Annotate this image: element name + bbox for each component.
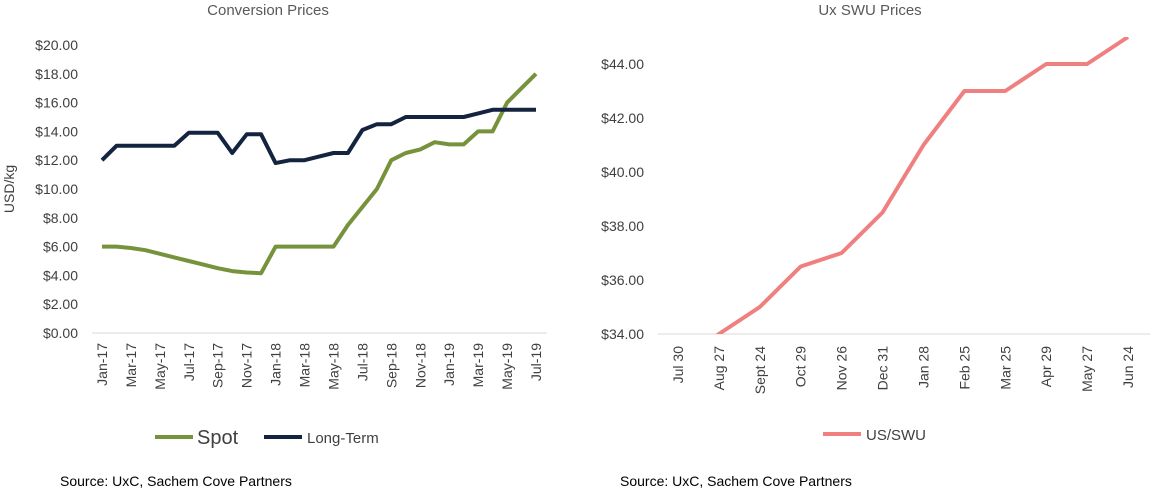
left-y-axis-label: USD/kg xyxy=(1,165,17,213)
left-x-tick-label: Mar-17 xyxy=(123,343,139,388)
left-y-tick-label: $14.00 xyxy=(35,123,78,139)
right-source-note: Source: UxC, Sachem Cove Partners xyxy=(620,473,852,489)
right-y-tick-label: $44.00 xyxy=(601,56,644,72)
right-x-tick-label: Apr 29 xyxy=(1038,346,1054,387)
left-x-tick-label: Sep-17 xyxy=(210,343,226,388)
left-x-tick-label: Jul-18 xyxy=(354,343,370,381)
right-x-tick-label: Aug 27 xyxy=(711,346,727,391)
left-x-tick-label: Mar-18 xyxy=(297,343,313,388)
left-x-tick-label: Mar-19 xyxy=(470,343,486,388)
left-x-tick-label: May-18 xyxy=(325,343,341,390)
right-legend: US/SWU xyxy=(823,427,926,444)
left-x-tick-label: Sep-18 xyxy=(383,343,399,388)
left-y-tick-label: $0.00 xyxy=(43,325,78,341)
right-x-tick-label: Mar 25 xyxy=(997,346,1013,390)
left-y-tick-label: $10.00 xyxy=(35,181,78,197)
left-y-tick-label: $2.00 xyxy=(43,296,78,312)
left-x-tick-label: May-19 xyxy=(499,343,515,390)
right-x-tick-label: Jan 28 xyxy=(915,346,931,388)
left-x-tick-label: Jul-17 xyxy=(181,343,197,381)
left-y-tick-labels: $0.00 $2.00 $4.00 $6.00 $8.00 $10.00 $12.00 $14… xyxy=(35,37,78,341)
right-x-tick-label: Jul 30 xyxy=(670,346,686,384)
left-y-tick-label: $16.00 xyxy=(35,95,78,111)
right-x-tick-label: Jun 24 xyxy=(1120,346,1136,388)
left-y-tick-label: $18.00 xyxy=(35,66,78,82)
left-chart-title: Conversion Prices xyxy=(207,2,329,19)
left-x-tick-label: Jan-19 xyxy=(441,343,457,386)
legend-us-swu-label: US/SWU xyxy=(866,427,926,444)
right-x-tick-label: Oct 29 xyxy=(793,346,809,387)
left-y-tick-label: $8.00 xyxy=(43,210,78,226)
right-x-tick-label: Sept 24 xyxy=(752,346,768,394)
left-x-tick-label: Nov-17 xyxy=(239,343,255,388)
right-x-tick-label: May 27 xyxy=(1079,346,1095,392)
right-chart-title: Ux SWU Prices xyxy=(818,2,921,19)
conversion-prices-chart: Conversion Prices USD/kg $0.00 $2.00 $4.00… xyxy=(1,2,547,489)
right-y-tick-label: $42.00 xyxy=(601,110,644,126)
right-x-tick-label: Nov 26 xyxy=(834,346,850,391)
spot-series-line xyxy=(102,72,538,276)
left-y-tick-label: $4.00 xyxy=(43,267,78,283)
right-y-tick-labels: $34.00 $36.00 $38.00 $40.00 $42.00 $44.00 xyxy=(601,56,644,342)
right-x-tick-labels: Jul 30 Aug 27 Sept 24 Oct 29 Nov 26 Dec 31 Jan… xyxy=(670,346,1136,394)
left-x-tick-label: Jan-17 xyxy=(94,343,110,386)
legend-long-term-label: Long-Term xyxy=(307,430,379,447)
right-x-tick-label: Dec 31 xyxy=(875,346,891,391)
left-y-tick-label: $12.00 xyxy=(35,152,78,168)
right-x-tick-label: Feb 25 xyxy=(956,346,972,390)
left-y-tick-label: $20.00 xyxy=(35,37,78,53)
right-y-tick-label: $36.00 xyxy=(601,272,644,288)
left-x-tick-label: Jul-19 xyxy=(528,343,544,381)
left-x-tick-labels: Jan-17 Mar-17 May-17 Jul-17 Sep-17 Nov-17 Jan-… xyxy=(94,343,544,390)
ux-swu-prices-chart: Ux SWU Prices $34.00 $36.00 $38.00 $40.00 $4… xyxy=(601,2,1150,489)
left-x-tick-label: May-17 xyxy=(152,343,168,390)
right-y-tick-label: $40.00 xyxy=(601,164,644,180)
left-legend: Spot Long-Term xyxy=(155,427,379,449)
left-source-note: Source: UxC, Sachem Cove Partners xyxy=(60,473,292,489)
us-swu-series-line xyxy=(715,37,1130,334)
right-y-tick-label: $34.00 xyxy=(601,326,644,342)
legend-spot-label: Spot xyxy=(197,427,239,449)
left-x-tick-label: Jan-18 xyxy=(268,343,284,386)
left-x-tick-label: Nov-18 xyxy=(412,343,428,388)
long-term-series-line xyxy=(100,107,536,166)
right-y-tick-label: $38.00 xyxy=(601,218,644,234)
right-series-lines xyxy=(715,37,1130,334)
left-series-lines xyxy=(100,72,538,276)
left-y-tick-label: $6.00 xyxy=(43,239,78,255)
